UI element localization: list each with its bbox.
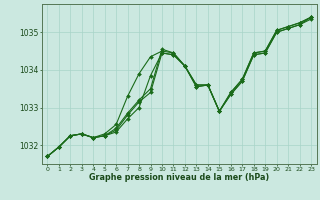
X-axis label: Graphe pression niveau de la mer (hPa): Graphe pression niveau de la mer (hPa) bbox=[89, 173, 269, 182]
